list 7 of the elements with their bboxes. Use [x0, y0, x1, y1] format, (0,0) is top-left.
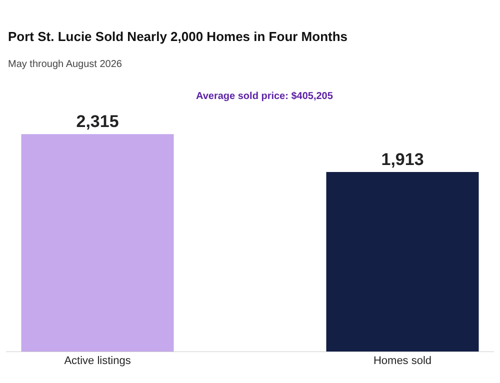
data-label: 1,913: [381, 150, 424, 169]
data-label: 2,315: [76, 112, 119, 132]
x-tick-label: Homes sold: [373, 355, 432, 367]
x-tick-label: Active listings: [64, 355, 132, 367]
chart-subtitle: May through August 2026: [8, 59, 122, 70]
chart-title: Port St. Lucie Sold Nearly 2,000 Homes in Four Months: [8, 29, 348, 44]
text: Average sold price: $405,205: [196, 91, 334, 102]
